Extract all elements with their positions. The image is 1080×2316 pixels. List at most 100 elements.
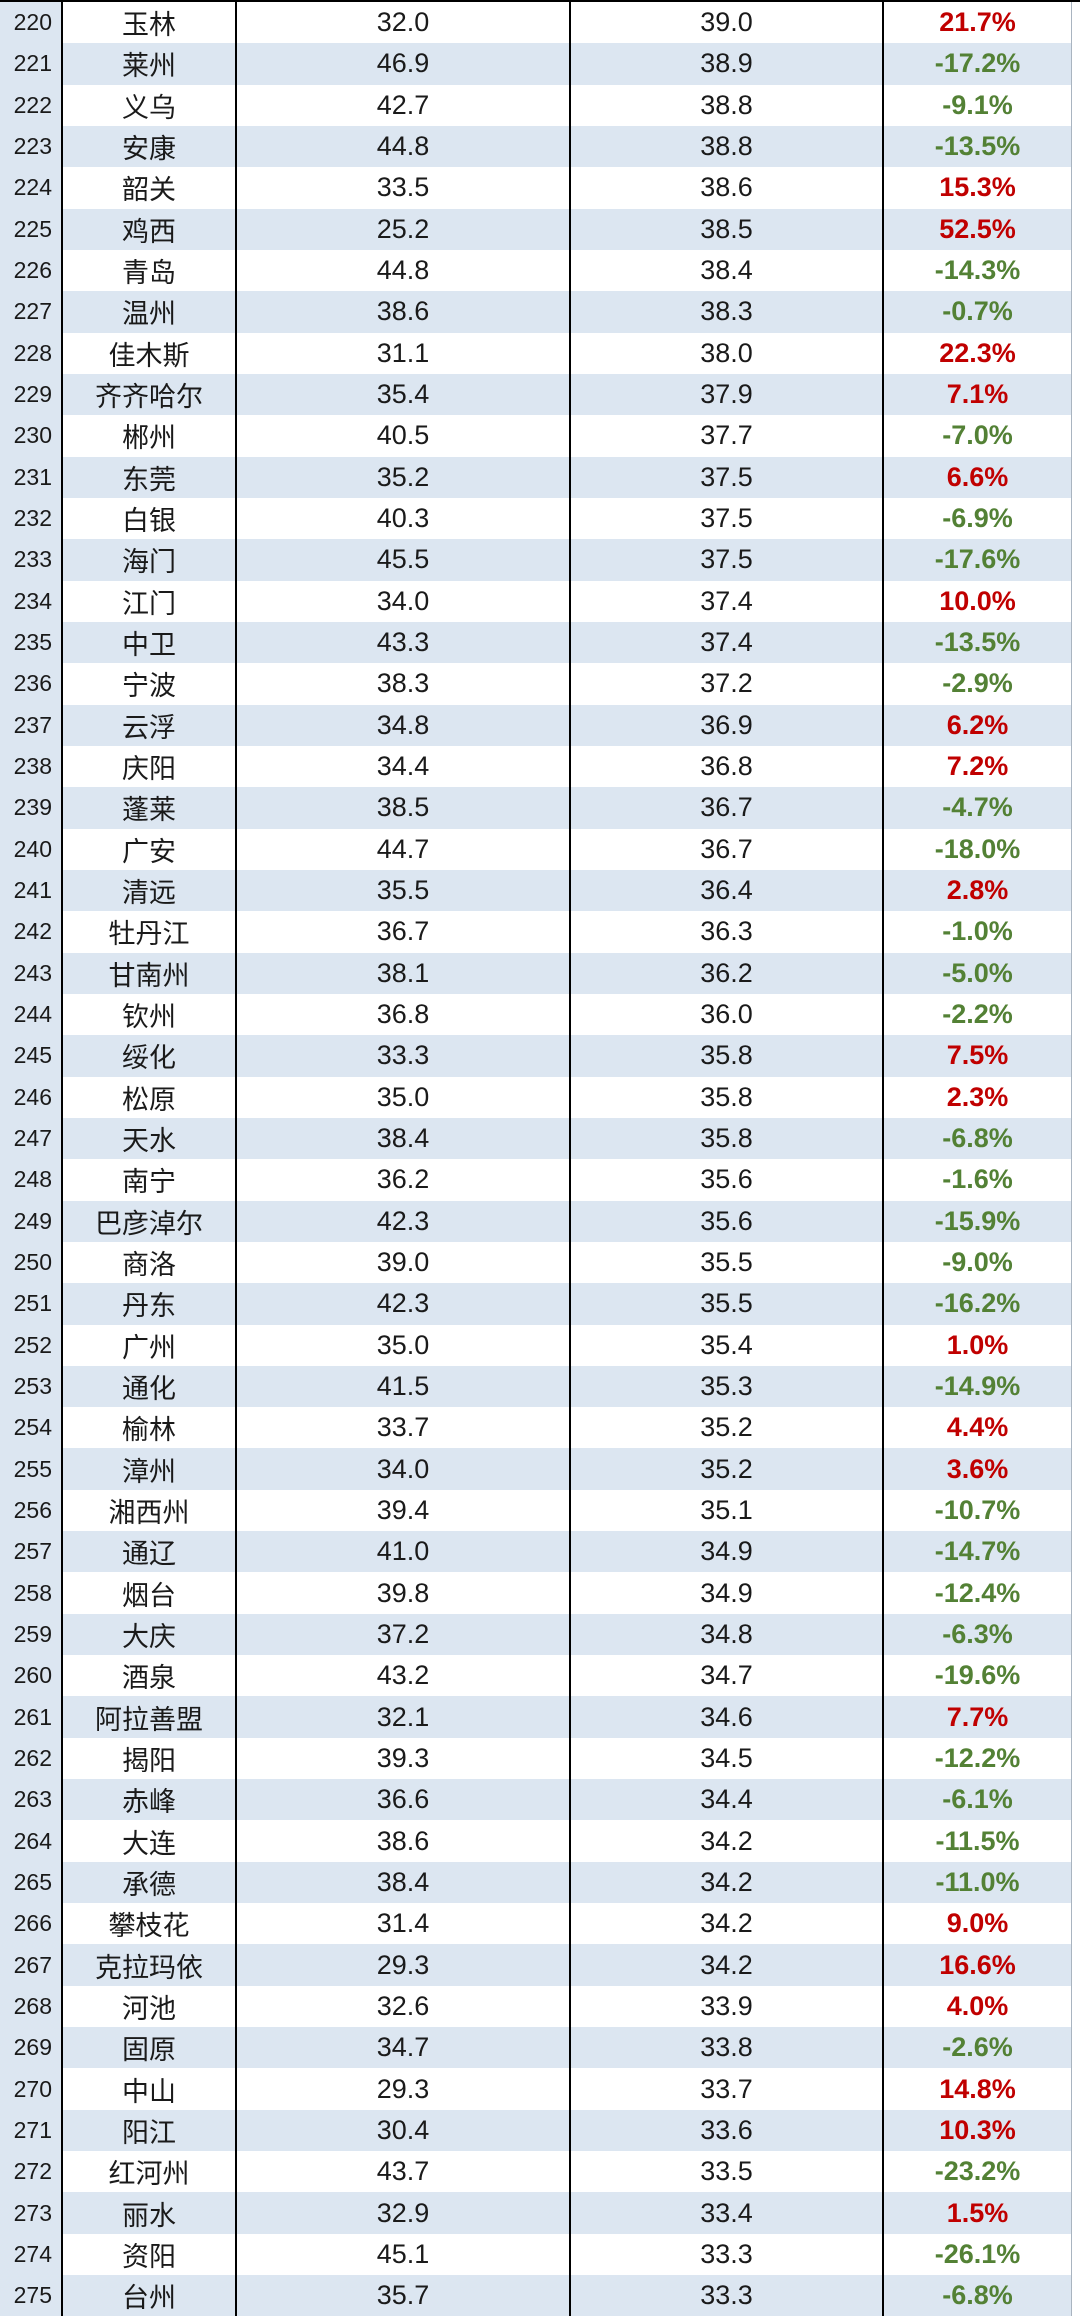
rank-cell[interactable]: 243	[0, 952, 63, 994]
value2-cell[interactable]: 36.0	[571, 993, 884, 1036]
city-cell[interactable]: 大连	[63, 1820, 237, 1862]
value1-cell[interactable]: 25.2	[237, 208, 571, 250]
rank-cell[interactable]: 261	[0, 1696, 63, 1738]
value2-cell[interactable]: 35.4	[571, 1324, 884, 1366]
rank-cell[interactable]: 226	[0, 249, 63, 292]
city-cell[interactable]: 湘西州	[63, 1489, 237, 1532]
city-cell[interactable]: 漳州	[63, 1448, 237, 1490]
rank-cell[interactable]: 258	[0, 1572, 63, 1614]
value1-cell[interactable]: 31.1	[237, 332, 571, 374]
value1-cell[interactable]: 43.7	[237, 2151, 571, 2193]
value1-cell[interactable]: 39.4	[237, 1489, 571, 1532]
value2-cell[interactable]: 35.8	[571, 1076, 884, 1118]
value1-cell[interactable]: 44.7	[237, 828, 571, 870]
rank-cell[interactable]: 256	[0, 1489, 63, 1532]
rank-cell[interactable]: 228	[0, 332, 63, 374]
pct-change-cell[interactable]: -6.8%	[884, 2275, 1072, 2316]
city-cell[interactable]: 玉林	[63, 2, 237, 44]
city-cell[interactable]: 松原	[63, 1076, 237, 1118]
pct-change-cell[interactable]: 6.2%	[884, 704, 1072, 746]
value1-cell[interactable]: 30.4	[237, 2109, 571, 2152]
pct-change-cell[interactable]: 7.2%	[884, 745, 1072, 788]
rank-cell[interactable]: 260	[0, 1655, 63, 1697]
pct-change-cell[interactable]: 16.6%	[884, 1944, 1072, 1986]
value1-cell[interactable]: 33.5	[237, 167, 571, 209]
pct-change-cell[interactable]: -6.1%	[884, 1779, 1072, 1821]
pct-change-cell[interactable]: -16.2%	[884, 1283, 1072, 1325]
rank-cell[interactable]: 222	[0, 84, 63, 126]
pct-change-cell[interactable]: -17.2%	[884, 43, 1072, 85]
value2-cell[interactable]: 34.9	[571, 1572, 884, 1614]
rank-cell[interactable]: 239	[0, 787, 63, 829]
value1-cell[interactable]: 32.0	[237, 2, 571, 44]
city-cell[interactable]: 榆林	[63, 1407, 237, 1449]
city-cell[interactable]: 江门	[63, 580, 237, 622]
value1-cell[interactable]: 36.2	[237, 1159, 571, 1201]
city-cell[interactable]: 云浮	[63, 704, 237, 746]
value1-cell[interactable]: 40.3	[237, 497, 571, 540]
value2-cell[interactable]: 37.7	[571, 415, 884, 457]
pct-change-cell[interactable]: -13.5%	[884, 125, 1072, 168]
value1-cell[interactable]: 38.4	[237, 1861, 571, 1904]
value2-cell[interactable]: 38.3	[571, 291, 884, 333]
city-cell[interactable]: 牡丹江	[63, 911, 237, 953]
value2-cell[interactable]: 33.4	[571, 2192, 884, 2234]
city-cell[interactable]: 绥化	[63, 1035, 237, 1077]
rank-cell[interactable]: 246	[0, 1076, 63, 1118]
value2-cell[interactable]: 33.6	[571, 2109, 884, 2152]
value2-cell[interactable]: 36.7	[571, 828, 884, 870]
city-cell[interactable]: 阳江	[63, 2109, 237, 2152]
city-cell[interactable]: 赤峰	[63, 1779, 237, 1821]
value2-cell[interactable]: 34.8	[571, 1613, 884, 1656]
pct-change-cell[interactable]: -10.7%	[884, 1489, 1072, 1532]
pct-change-cell[interactable]: -0.7%	[884, 291, 1072, 333]
value1-cell[interactable]: 38.1	[237, 952, 571, 994]
city-cell[interactable]: 清远	[63, 869, 237, 912]
rank-cell[interactable]: 265	[0, 1861, 63, 1904]
value1-cell[interactable]: 43.2	[237, 1655, 571, 1697]
city-cell[interactable]: 庆阳	[63, 745, 237, 788]
rank-cell[interactable]: 229	[0, 373, 63, 416]
value2-cell[interactable]: 35.6	[571, 1200, 884, 1242]
pct-change-cell[interactable]: -6.8%	[884, 1117, 1072, 1160]
value1-cell[interactable]: 35.2	[237, 456, 571, 498]
pct-change-cell[interactable]: -2.2%	[884, 993, 1072, 1036]
pct-change-cell[interactable]: 1.5%	[884, 2192, 1072, 2234]
pct-change-cell[interactable]: -11.0%	[884, 1861, 1072, 1904]
city-cell[interactable]: 蓬莱	[63, 787, 237, 829]
pct-change-cell[interactable]: -1.6%	[884, 1159, 1072, 1201]
value1-cell[interactable]: 38.3	[237, 663, 571, 705]
rank-cell[interactable]: 257	[0, 1531, 63, 1573]
pct-change-cell[interactable]: -14.9%	[884, 1365, 1072, 1408]
pct-change-cell[interactable]: 22.3%	[884, 332, 1072, 374]
value2-cell[interactable]: 37.5	[571, 497, 884, 540]
value1-cell[interactable]: 31.4	[237, 1903, 571, 1945]
value2-cell[interactable]: 38.4	[571, 249, 884, 292]
city-cell[interactable]: 东莞	[63, 456, 237, 498]
value1-cell[interactable]: 39.3	[237, 1737, 571, 1780]
pct-change-cell[interactable]: 10.0%	[884, 580, 1072, 622]
value2-cell[interactable]: 38.8	[571, 84, 884, 126]
rank-cell[interactable]: 247	[0, 1117, 63, 1160]
pct-change-cell[interactable]: 52.5%	[884, 208, 1072, 250]
pct-change-cell[interactable]: 2.8%	[884, 869, 1072, 912]
pct-change-cell[interactable]: -12.2%	[884, 1737, 1072, 1780]
value2-cell[interactable]: 37.4	[571, 580, 884, 622]
city-cell[interactable]: 鸡西	[63, 208, 237, 250]
rank-cell[interactable]: 224	[0, 167, 63, 209]
rank-cell[interactable]: 237	[0, 704, 63, 746]
rank-cell[interactable]: 227	[0, 291, 63, 333]
city-cell[interactable]: 甘南州	[63, 952, 237, 994]
rank-cell[interactable]: 240	[0, 828, 63, 870]
rank-cell[interactable]: 255	[0, 1448, 63, 1490]
value2-cell[interactable]: 34.5	[571, 1737, 884, 1780]
city-cell[interactable]: 揭阳	[63, 1737, 237, 1780]
value1-cell[interactable]: 29.3	[237, 1944, 571, 1986]
value2-cell[interactable]: 35.8	[571, 1117, 884, 1160]
value1-cell[interactable]: 40.5	[237, 415, 571, 457]
rank-cell[interactable]: 231	[0, 456, 63, 498]
value2-cell[interactable]: 35.2	[571, 1448, 884, 1490]
city-cell[interactable]: 丽水	[63, 2192, 237, 2234]
value2-cell[interactable]: 35.8	[571, 1035, 884, 1077]
pct-change-cell[interactable]: -5.0%	[884, 952, 1072, 994]
